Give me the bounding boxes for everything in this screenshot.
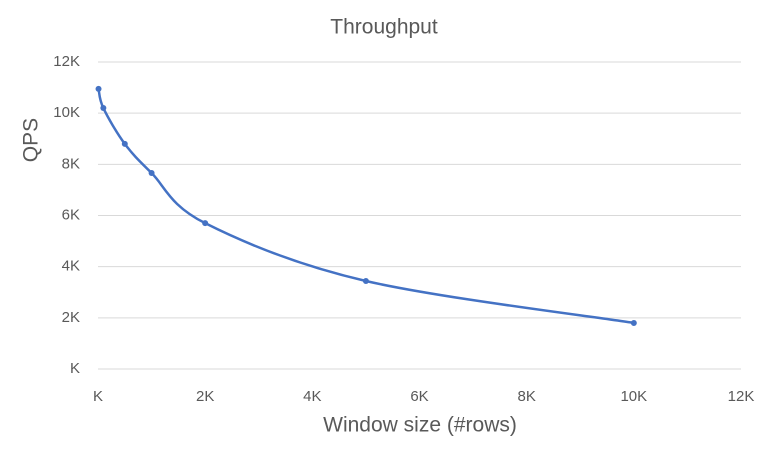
x-tick-label: 8K (517, 388, 535, 405)
point (202, 220, 209, 227)
x-tick-label: 2K (196, 388, 214, 405)
x-axis-title: Window size (#rows) (323, 414, 517, 437)
y-axis-title: QPS (20, 118, 43, 162)
chart-title: Throughput (330, 16, 438, 39)
line (97, 88, 635, 325)
x-tick-label: K (93, 388, 103, 405)
x-tick-label: 12K (728, 388, 755, 405)
y-tick-label: 12K (53, 53, 80, 70)
point (362, 277, 369, 284)
y-tick-label: 4K (62, 258, 80, 275)
point (121, 140, 128, 147)
y-tick-label: 2K (62, 309, 80, 326)
point (95, 85, 102, 92)
y-tick-label: K (70, 360, 80, 377)
x-tick-label: 10K (620, 388, 647, 405)
y-tick-label: 10K (53, 104, 80, 121)
y-tick-label: 6K (62, 206, 80, 223)
x-tick-label: 4K (303, 388, 321, 405)
point (630, 319, 637, 326)
x-tick-label: 6K (410, 388, 428, 405)
point (100, 105, 107, 112)
y-tick-label: 8K (62, 155, 80, 172)
point (148, 170, 155, 177)
